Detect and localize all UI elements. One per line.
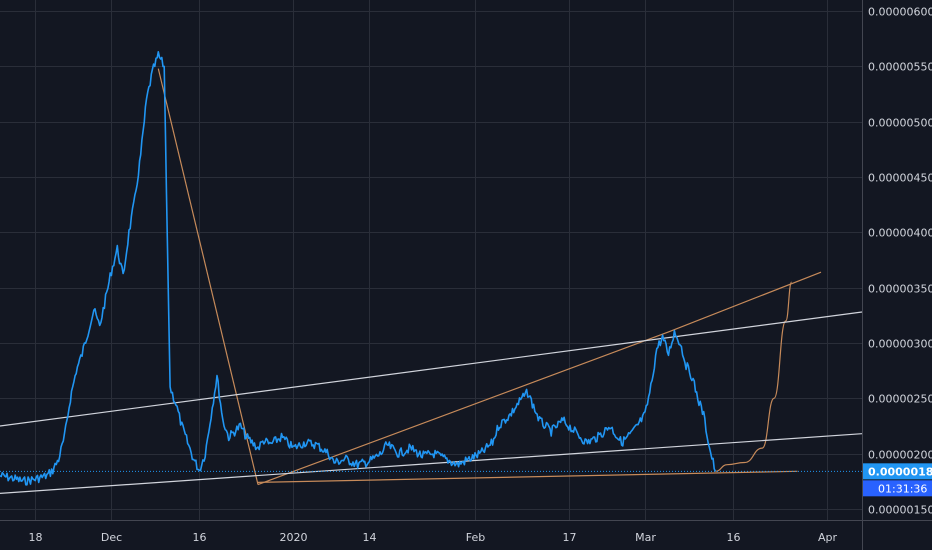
price-tick-label: 0.00000600 [868,6,932,19]
trend-line[interactable] [157,68,259,485]
time-tick-label: 17 [563,531,577,544]
price-line-series[interactable] [0,51,717,486]
trend-line[interactable] [257,271,822,486]
price-axis[interactable]: 0.00000600 0.00000550 0.00000500 0.00000450… [868,6,932,517]
time-tick-label: 16 [727,531,741,544]
price-tick-label: 0.00000300 [868,338,932,351]
price-tick-label: 0.00000400 [868,227,932,240]
price-tick-label: 0.00000500 [868,117,932,130]
price-tick-label: 0.00000350 [868,283,932,296]
time-tick-label: 14 [363,531,377,544]
current-price-badge-bg [863,463,932,480]
trend-line[interactable] [0,433,863,494]
price-tick-label: 0.00000250 [868,393,932,406]
price-tick-label: 0.00000200 [868,449,932,462]
grid [0,0,862,520]
trend-line[interactable] [715,281,793,472]
price-series[interactable] [0,51,717,486]
time-axis[interactable]: 18 Dec 16 2020 14 Feb 17 Mar 16 Apr [29,531,838,544]
trend-line[interactable] [257,470,798,483]
trend-line[interactable] [0,311,863,427]
countdown-label: 01:31:36 [878,482,927,495]
time-tick-label: Apr [818,531,838,544]
time-tick-label: 16 [193,531,207,544]
price-tick-label: 0.00000450 [868,172,932,185]
time-tick-label: 2020 [280,531,308,544]
time-tick-label: 18 [29,531,43,544]
price-tick-label: 0.00000550 [868,61,932,74]
time-tick-label: Feb [466,531,485,544]
time-tick-label: Mar [635,531,656,544]
time-tick-label: Dec [101,531,122,544]
trend-drawings[interactable] [0,68,863,494]
current-price-badge: 0.00000184 01:31:36 [863,463,932,497]
current-price-label: 0.00000184 [868,465,932,478]
countdown-badge-bg [863,480,932,497]
price-tick-label: 0.00000150 [868,504,932,517]
